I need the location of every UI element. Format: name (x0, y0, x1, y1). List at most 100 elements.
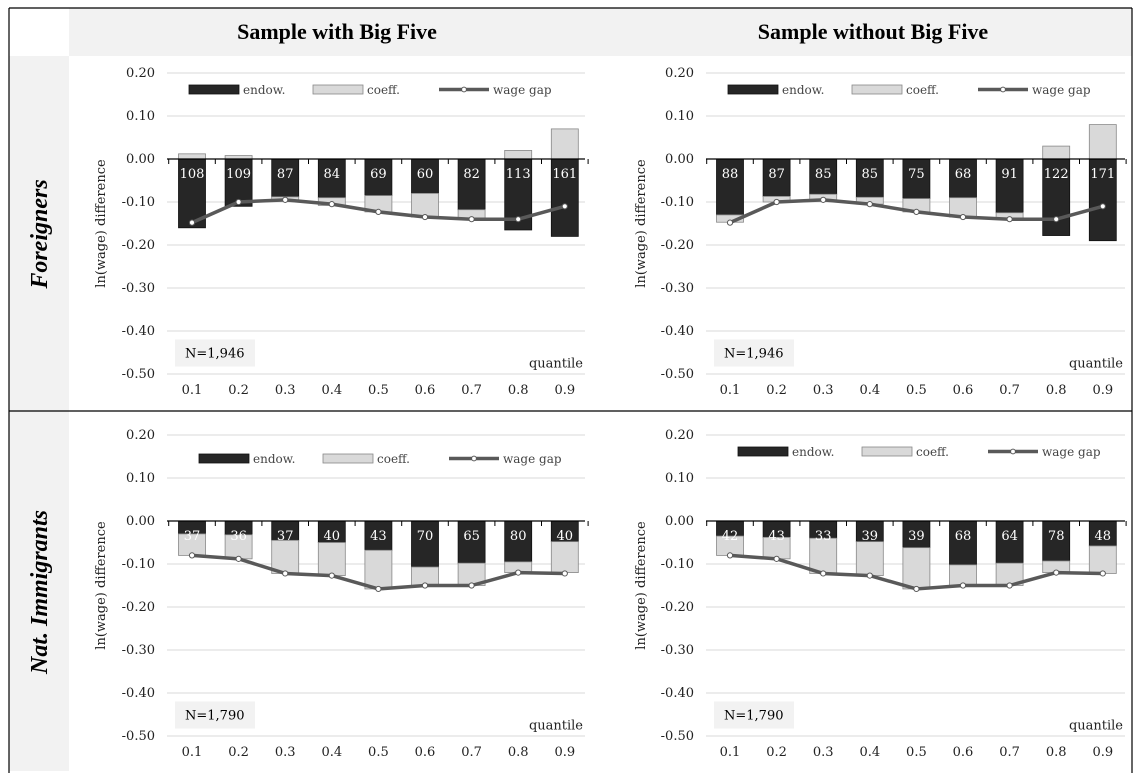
wage-gap-point (375, 208, 382, 215)
sample-size-box (714, 339, 794, 367)
sample-size-label: N=1,946 (185, 347, 244, 362)
bar-value-label: 85 (815, 167, 832, 182)
coeff-bar (550, 128, 579, 160)
y-tick-label: -0.10 (661, 557, 694, 572)
row-label-background-2 (9, 411, 69, 771)
legend-marker-wage-gap (1000, 86, 1006, 93)
y-tick-label: 0.10 (126, 109, 155, 124)
bar-value-label: 37 (277, 529, 294, 544)
bar-value-label: 80 (510, 529, 527, 544)
y-tick-label: -0.20 (122, 600, 155, 615)
legend-label-coeff: coeff. (367, 83, 400, 97)
y-tick-label: -0.40 (122, 324, 155, 339)
x-tick-label: 0.6 (415, 383, 436, 398)
endow-bar (504, 520, 533, 563)
y-axis-label: ln(wage) difference (634, 521, 649, 650)
y-tick-label: -0.30 (661, 281, 694, 296)
x-tick-label: 0.2 (766, 383, 787, 398)
x-tick-label: 0.4 (321, 383, 342, 398)
bar-value-label: 42 (722, 529, 739, 544)
bar-value-label: 43 (370, 529, 387, 544)
bar-value-label: 43 (768, 529, 785, 544)
sample-size-label: N=1,790 (724, 709, 783, 724)
coeff-bar (411, 192, 439, 218)
wage-gap-point (468, 216, 475, 223)
endow-bar (364, 520, 393, 551)
wage-gap-point (561, 203, 568, 210)
bar-value-label: 109 (226, 167, 251, 182)
legend-label-wage-gap: wage gap (1042, 445, 1101, 459)
y-tick-label: -0.50 (122, 729, 155, 744)
endow-bar (457, 520, 486, 564)
y-tick-label: 0.00 (126, 152, 155, 167)
endow-bar (1042, 520, 1071, 562)
y-tick-label: 0.20 (126, 428, 155, 443)
legend-marker-wage-gap (1010, 448, 1016, 455)
x-tick-label: 0.4 (321, 745, 342, 760)
y-tick-label: -0.10 (661, 195, 694, 210)
legend-label-endow: endow. (792, 445, 834, 459)
wage-gap-point (913, 585, 920, 593)
x-axis-label: quantile (1069, 356, 1123, 371)
endow-bar (1042, 158, 1071, 236)
y-tick-label: -0.50 (122, 367, 155, 382)
legend-label-endow: endow. (253, 452, 295, 466)
endow-bar (317, 158, 346, 199)
wage-gap-point (1099, 203, 1106, 210)
chart-panels: 0.20 0.10 0.00 -0.10 -0.20 -0.30 -0.40 -0.50 ln(… (94, 66, 1127, 760)
legend-label-endow: endow. (782, 83, 824, 97)
x-tick-label: 0.9 (1092, 383, 1113, 398)
bar-value-label: 70 (417, 529, 434, 544)
endow-bar (457, 158, 486, 211)
x-tick-label: 0.3 (813, 745, 834, 760)
wage-gap-point (1099, 570, 1106, 577)
coeff-bar (1088, 545, 1117, 574)
wage-gap-point (188, 552, 196, 559)
x-tick-label: 0.7 (999, 383, 1020, 398)
sample-size-box (175, 339, 255, 367)
row-label-background-1 (9, 56, 69, 411)
x-tick-label: 0.5 (368, 383, 389, 398)
legend-marker-wage-gap (471, 455, 477, 462)
wage-gap-point (820, 196, 827, 203)
wage-gap-point (1006, 216, 1013, 223)
sample-size-label: N=1,790 (185, 709, 244, 724)
chart-panel-4: 0.20 0.10 0.00 -0.10 -0.20 -0.30 -0.40 -0.50 ln(… (634, 428, 1127, 760)
x-tick-label: 0.9 (554, 745, 575, 760)
legend-marker-wage-gap (461, 86, 467, 93)
wage-gap-point (421, 213, 429, 221)
sample-size-label: N=1,946 (724, 347, 783, 362)
bar-value-label: 68 (955, 529, 972, 544)
legend-swatch-coeff (851, 84, 903, 95)
coeff-bar (855, 541, 884, 577)
wage-gap-point (421, 582, 429, 589)
legend-label-coeff: coeff. (377, 452, 410, 466)
endow-bar (1088, 520, 1117, 547)
y-tick-label: -0.20 (122, 238, 155, 253)
wage-gap-point (1053, 216, 1060, 223)
bar-value-label: 37 (184, 529, 201, 544)
x-tick-label: 0.8 (1046, 383, 1067, 398)
y-tick-label: -0.50 (661, 367, 694, 382)
legend-swatch-endow (198, 453, 250, 464)
y-tick-label: -0.20 (661, 600, 694, 615)
x-tick-label: 0.2 (766, 745, 787, 760)
x-tick-label: 0.1 (182, 383, 203, 398)
legend-label-wage-gap: wage gap (493, 83, 552, 97)
sample-size-box (714, 701, 794, 729)
bar-value-label: 171 (1090, 167, 1115, 182)
x-tick-label: 0.5 (906, 383, 927, 398)
bar-value-label: 40 (557, 529, 574, 544)
endow-bar (809, 158, 838, 195)
y-tick-label: -0.40 (122, 686, 155, 701)
wage-gap-point (726, 552, 734, 559)
x-tick-label: 0.9 (1092, 745, 1113, 760)
y-tick-label: -0.50 (661, 729, 694, 744)
legend-swatch-coeff (322, 453, 374, 464)
endow-bar (995, 158, 1024, 214)
bar-value-label: 78 (1048, 529, 1065, 544)
wage-gap-point (515, 569, 522, 576)
bar-value-label: 64 (1001, 529, 1018, 544)
row-label-2: Nat. Immigrants (27, 510, 53, 675)
